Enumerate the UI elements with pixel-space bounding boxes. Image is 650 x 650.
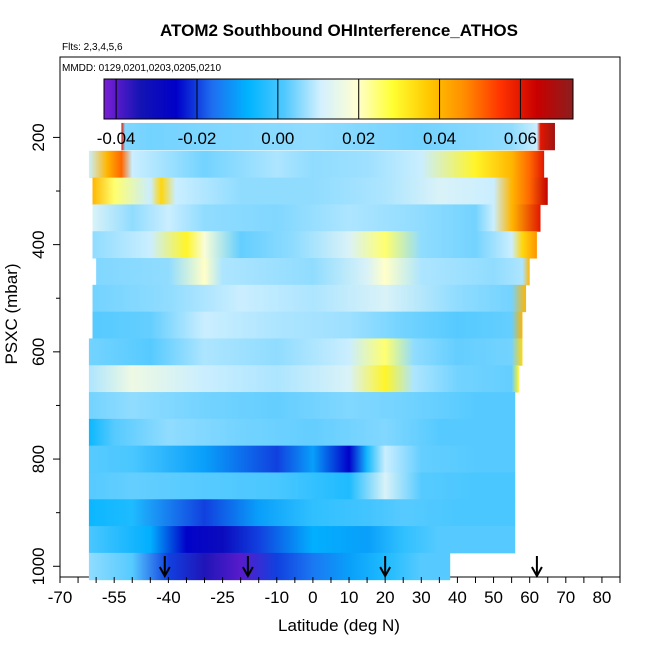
- x-axis-label: Latitude (deg N): [278, 616, 400, 635]
- heatmap-band: [88, 150, 545, 179]
- y-tick-label: 800: [29, 445, 48, 473]
- colorbar-tick-label: -0.04: [97, 129, 136, 148]
- x-tick-label: 10: [340, 588, 359, 607]
- y-axis-label: PSXC (mbar): [2, 263, 21, 364]
- heatmap-band: [92, 204, 541, 232]
- heatmap-band: [88, 418, 516, 447]
- colorbar-tick-label: 0.00: [261, 129, 294, 148]
- heatmap-band: [88, 499, 516, 527]
- profile-marker-arrow: [158, 556, 171, 579]
- x-tick-label: 30: [412, 588, 431, 607]
- x-tick-label: -55: [102, 588, 127, 607]
- heatmap-band: [92, 284, 527, 313]
- heatmap-band: [88, 365, 519, 393]
- x-tick-label: 40: [448, 588, 467, 607]
- chart-subtitle-flights: Flts: 2,3,4,5,6: [62, 42, 123, 53]
- heatmap-band: [96, 258, 530, 286]
- profile-marker-arrow: [241, 556, 254, 579]
- y-tick-label: 1000: [29, 547, 48, 585]
- x-tick-label: 60: [520, 588, 539, 607]
- colorbar-tick-label: 0.02: [342, 129, 375, 148]
- chart-title: ATOM2 Southbound OHInterference_ATHOS: [160, 21, 518, 40]
- colorbar-tick-label: -0.02: [178, 129, 217, 148]
- chart-subtitle-dates: MMDD: 0129,0201,0203,0205,0210: [62, 63, 221, 74]
- axes: -70 -55 -40 -25 -10 0 10 20 30 40 50 60 70 80 200 400 60…: [29, 123, 621, 607]
- profile-markers: [158, 556, 543, 579]
- x-tick-label: -25: [210, 588, 235, 607]
- colorbar-gradient: [103, 78, 574, 120]
- heatmap-band: [88, 472, 516, 500]
- colorbar-tick-label: 0.06: [504, 129, 537, 148]
- x-tick-label: -70: [48, 588, 73, 607]
- heatmap-band: [92, 231, 537, 259]
- colorbar: -0.04 -0.02 0.00 0.02 0.04 0.06: [97, 78, 574, 148]
- x-tick-label: 0: [308, 588, 317, 607]
- y-tick-label: 600: [29, 338, 48, 366]
- heatmap-band: [88, 338, 523, 366]
- colorbar-tick-label: 0.04: [423, 129, 456, 148]
- heatmap-band: [88, 552, 451, 581]
- x-tick-label: -10: [264, 588, 289, 607]
- heatmap-band: [121, 122, 555, 151]
- heatmap-band: [88, 392, 516, 420]
- heatmap-bands: [88, 122, 555, 581]
- heatmap-band: [88, 445, 516, 473]
- x-tick-label: -40: [156, 588, 181, 607]
- x-tick-label: 50: [484, 588, 503, 607]
- heatmap-band: [92, 177, 548, 205]
- y-tick-label: 400: [29, 230, 48, 258]
- heatmap-band: [92, 311, 523, 339]
- profile-marker-arrow: [531, 556, 543, 579]
- x-tick-label: 20: [376, 588, 395, 607]
- y-tick-label: 200: [29, 123, 48, 151]
- x-tick-label: 70: [556, 588, 575, 607]
- heatmap-band: [88, 526, 516, 554]
- profile-marker-arrow: [379, 556, 392, 579]
- x-tick-label: 80: [592, 588, 611, 607]
